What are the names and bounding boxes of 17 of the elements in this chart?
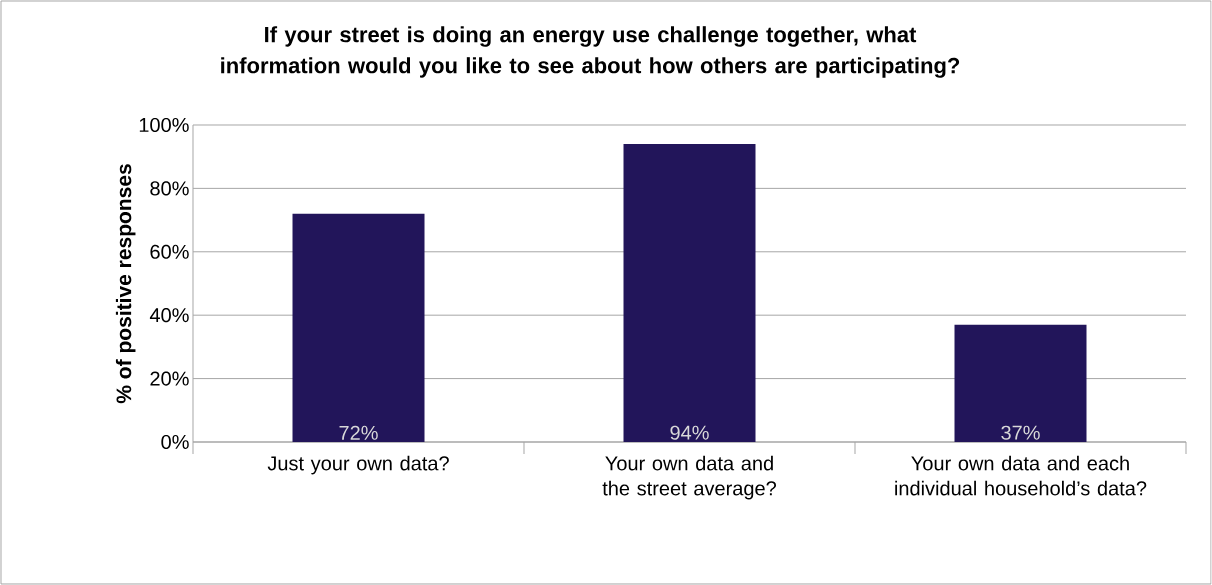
y-axis-title: % of positive responses [115,164,136,404]
data-label: 72% [339,425,378,440]
bar [954,324,1087,442]
data-label: 37% [1001,425,1040,440]
bar [623,144,756,442]
y-tick-label: 20% [150,371,189,386]
y-tick-label: 80% [150,181,189,196]
data-label: 94% [670,425,709,440]
y-tick-label: 60% [150,244,189,259]
y-tick-label: 40% [149,308,189,323]
x-tick-label: Just your own data? [267,455,449,475]
y-tick-label: 100% [139,117,189,133]
x-tick-label: Your own data and the street average? [602,455,777,500]
chart-title: If your street is doing an energy use challenge together, what information would you like to see about how others are participating? [221,26,960,78]
bar [292,213,425,442]
x-tick-label: Your own data and each individual household’s data? [895,455,1147,496]
y-tick-label: 0% [161,434,189,450]
